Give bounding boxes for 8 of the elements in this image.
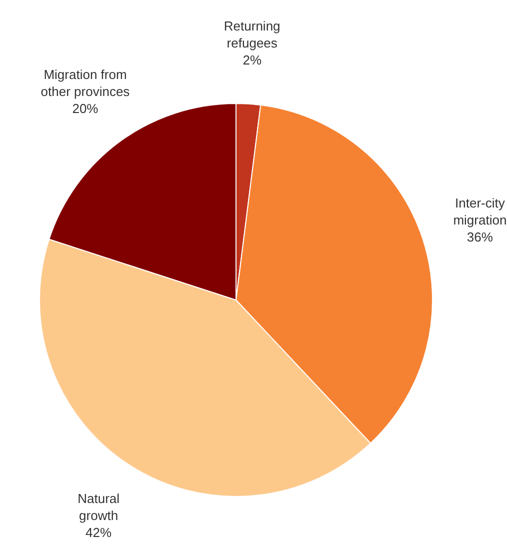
slice-label: Inter-city migration bbox=[453, 195, 507, 228]
data-label: 42% bbox=[86, 525, 112, 540]
data-label: 20% bbox=[72, 101, 99, 116]
data-label: 36% bbox=[466, 229, 494, 244]
slice-label: Natural growth bbox=[78, 491, 120, 524]
slice-label: Returning refugees bbox=[224, 18, 280, 51]
slice-label: Migration from other provinces bbox=[40, 67, 130, 100]
data-label: 2% bbox=[242, 52, 262, 68]
